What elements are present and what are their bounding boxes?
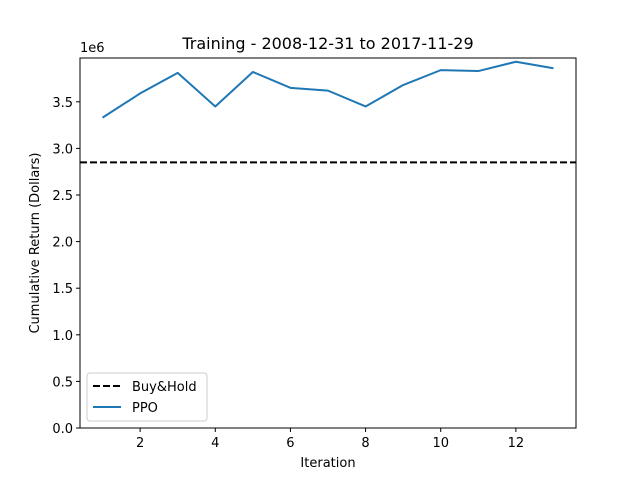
x-tick-label: 4	[211, 436, 219, 451]
y-tick-label: 0.0	[52, 422, 73, 437]
y-tick-label: 1.5	[52, 282, 73, 297]
plot-area	[80, 60, 576, 164]
legend: Buy&Hold PPO	[86, 372, 208, 422]
axes: 2 4 6 8 10 12 0.0 0.5 1.0 1.5 2.0 2.5 3.0 3.5	[52, 57, 577, 451]
y-tick-label: 2.5	[52, 189, 73, 204]
y-axis-offset-label: 1e6	[80, 41, 105, 56]
series-ppo-line	[102, 60, 554, 119]
x-tick-label: 2	[136, 436, 144, 451]
legend-label: PPO	[132, 401, 158, 416]
y-tick-label: 2.0	[52, 236, 73, 251]
plot-frame	[79, 57, 577, 429]
x-tick-label: 10	[432, 436, 449, 451]
y-axis-label: Cumulative Return (Dollars)	[28, 152, 43, 333]
legend-label: Buy&Hold	[132, 380, 197, 395]
x-axis-label: Iteration	[300, 456, 355, 471]
y-tick-label: 3.5	[52, 96, 73, 111]
chart-title: Training - 2008-12-31 to 2017-11-29	[181, 34, 473, 53]
y-tick-label: 0.5	[52, 375, 73, 390]
x-tick-label: 12	[508, 436, 525, 451]
y-tick-label: 1.0	[52, 329, 73, 344]
y-tick-label: 3.0	[52, 142, 73, 157]
x-tick-label: 6	[286, 436, 294, 451]
x-tick-label: 8	[361, 436, 369, 451]
